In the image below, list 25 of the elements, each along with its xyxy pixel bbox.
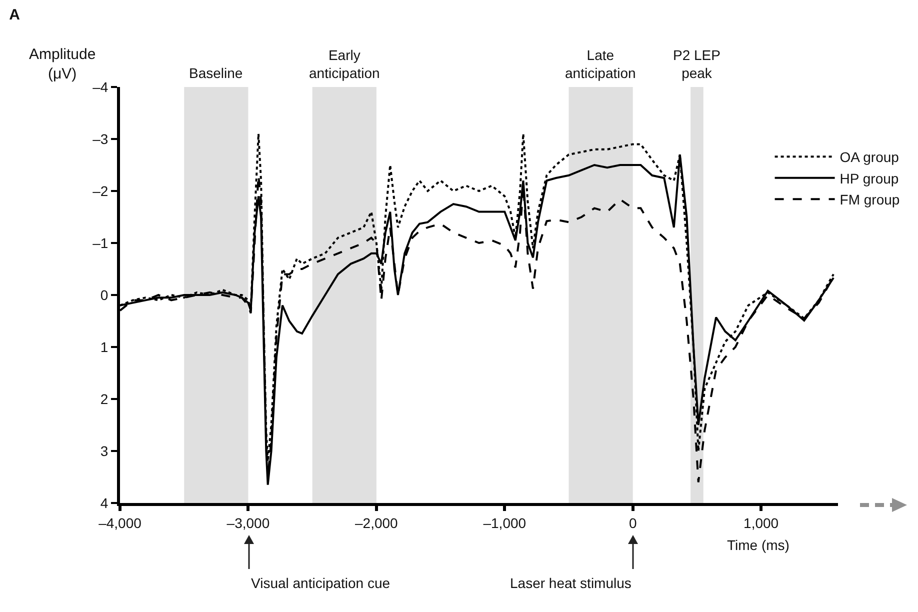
chart-title: A [9, 6, 20, 24]
text: Visual anticipation cue [251, 575, 390, 591]
legend-label: HP group [840, 170, 899, 186]
band-label: P2 LEP peak [673, 47, 720, 82]
x-tick-label: 0 [628, 514, 637, 531]
y-tick-label: 4 [100, 494, 108, 511]
x-tick-label: –2,000 [355, 514, 398, 531]
y-tick-label: –1 [92, 234, 108, 251]
x-tick-label: –3,000 [226, 514, 270, 531]
band-label: Late anticipation [565, 47, 636, 82]
y-tick-label: 1 [100, 338, 108, 355]
y-tick-label: 2 [100, 390, 108, 407]
x-tick-label: 1,000 [744, 514, 779, 531]
y-tick-label: 0 [100, 286, 108, 303]
band-label: Early anticipation [309, 47, 380, 82]
y-tick-label: –2 [92, 182, 108, 199]
y-tick-label: 3 [100, 442, 108, 459]
legend-label: OA group [840, 149, 900, 166]
legend-label: FM group [840, 192, 900, 208]
x-axis-title: Time (ms) [727, 537, 790, 553]
y-tick-label: –3 [92, 130, 108, 147]
band-label: Baseline [189, 65, 243, 81]
x-tick-label: –1,000 [483, 514, 526, 531]
x-tick-label: –4,000 [98, 514, 142, 531]
text: Laser heat stimulus [510, 575, 632, 591]
